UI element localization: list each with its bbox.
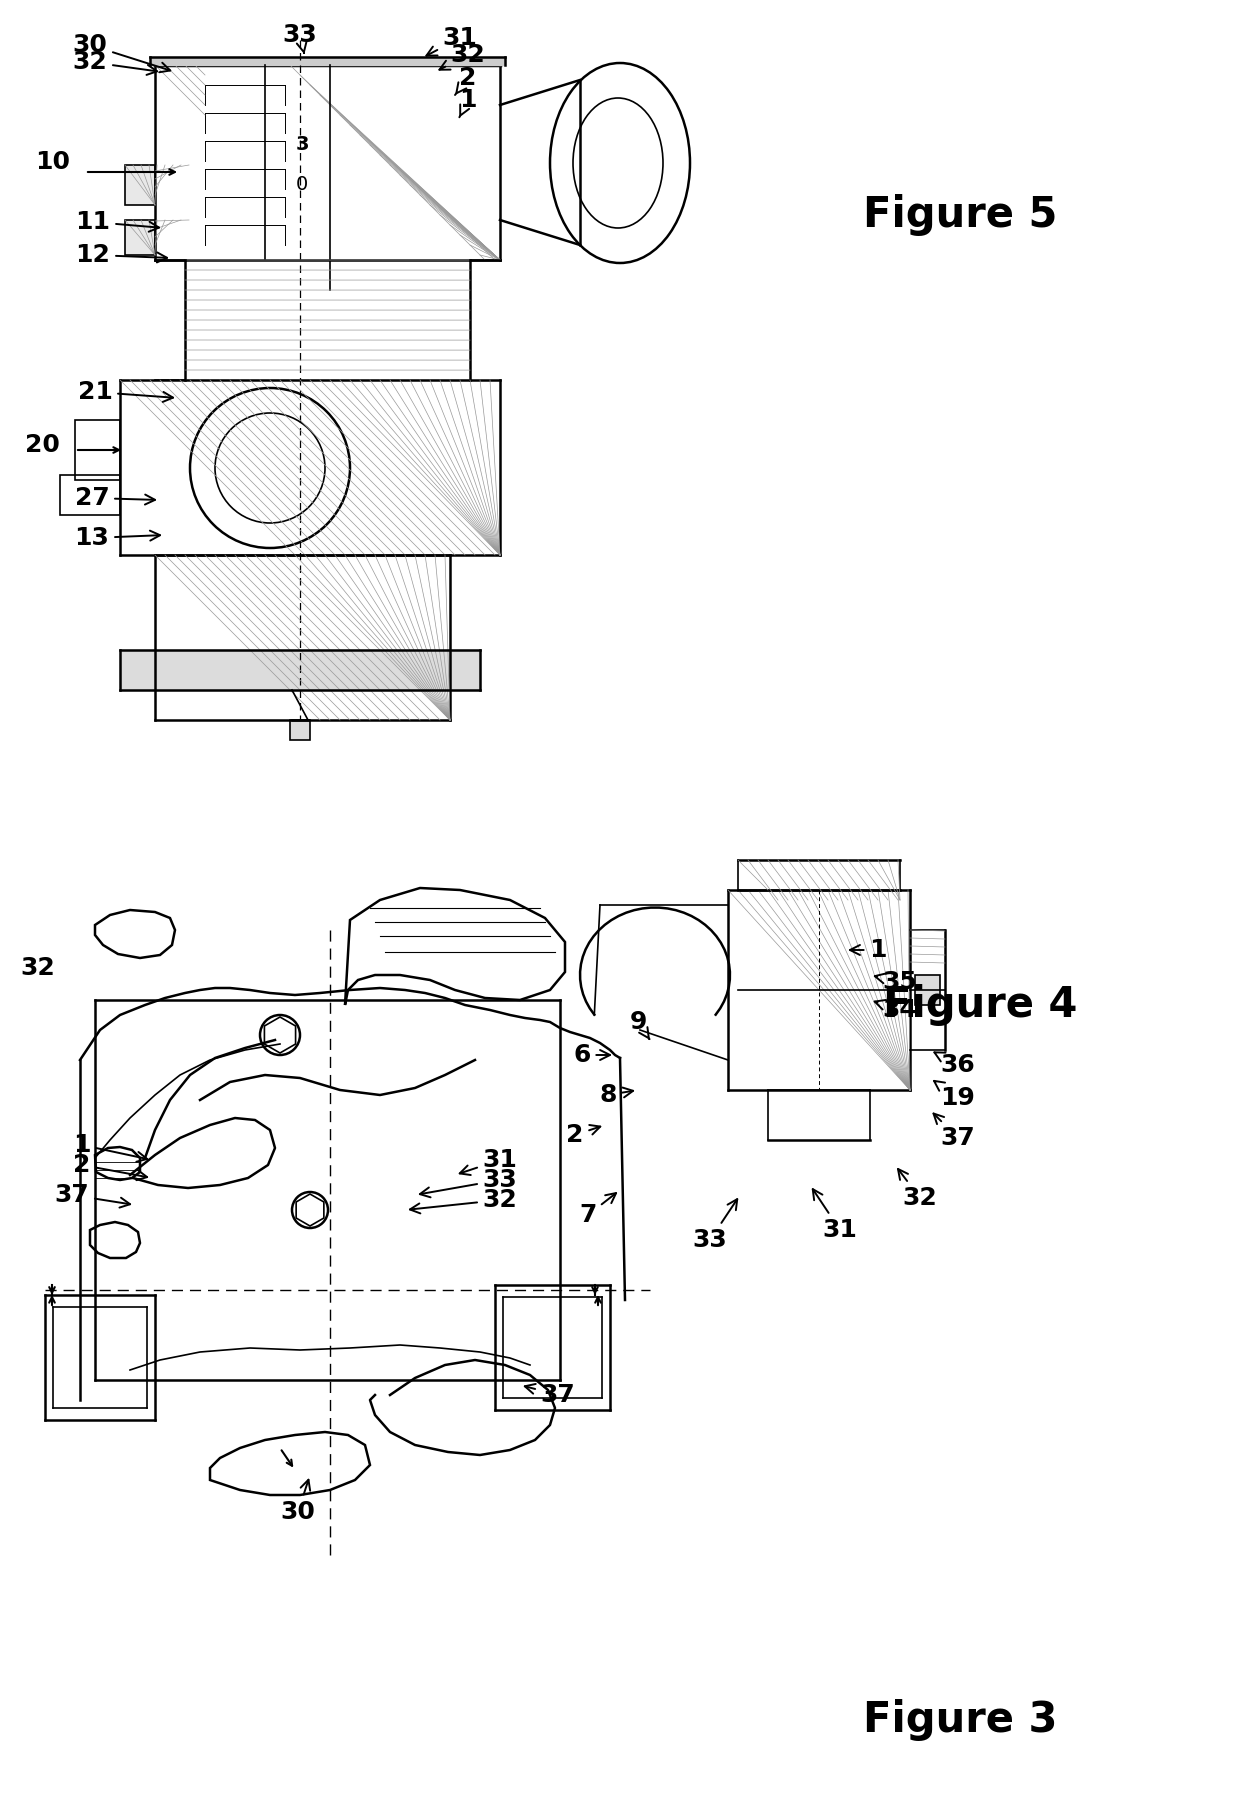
Text: 33: 33 [283, 23, 317, 52]
Text: 30: 30 [280, 1479, 315, 1524]
Text: 35: 35 [874, 970, 918, 993]
Text: 33: 33 [693, 1200, 738, 1252]
Text: 37: 37 [934, 1113, 976, 1149]
Text: 32: 32 [21, 956, 56, 981]
Text: 31: 31 [812, 1189, 857, 1243]
Text: 36: 36 [934, 1052, 976, 1078]
Text: 37: 37 [55, 1183, 130, 1208]
Text: 2: 2 [455, 66, 476, 95]
Text: 6: 6 [573, 1044, 610, 1067]
Text: Figure 3: Figure 3 [863, 1700, 1058, 1741]
Text: 32: 32 [73, 50, 157, 75]
Text: 30: 30 [73, 32, 170, 72]
Polygon shape [125, 221, 155, 255]
Text: 7: 7 [579, 1192, 616, 1226]
Text: 33: 33 [420, 1167, 517, 1198]
Text: 27: 27 [74, 486, 155, 509]
Text: 9: 9 [630, 1009, 650, 1040]
Text: 32: 32 [410, 1189, 517, 1214]
Text: 1: 1 [73, 1133, 148, 1162]
Text: 3: 3 [295, 136, 309, 154]
Polygon shape [125, 165, 155, 204]
Text: 37: 37 [525, 1382, 575, 1408]
Text: Figure 4: Figure 4 [883, 984, 1078, 1026]
Text: 12: 12 [76, 244, 167, 267]
Text: 1: 1 [459, 88, 476, 117]
Bar [290, 721, 310, 741]
Text: Figure 5: Figure 5 [863, 194, 1058, 237]
Text: 32: 32 [898, 1169, 937, 1210]
Text: 19: 19 [934, 1081, 976, 1110]
Text: 10: 10 [36, 151, 71, 174]
Text: 2: 2 [73, 1153, 148, 1180]
Text: 13: 13 [74, 525, 160, 550]
Text: 20: 20 [25, 432, 60, 457]
Text: 2: 2 [567, 1122, 600, 1148]
Bar [915, 975, 940, 1006]
Text: 0: 0 [296, 176, 308, 194]
Text: 1: 1 [849, 938, 887, 963]
Text: 31: 31 [427, 27, 477, 56]
Text: 21: 21 [78, 380, 174, 403]
Text: 31: 31 [460, 1148, 517, 1174]
Text: 32: 32 [439, 43, 485, 70]
Text: 11: 11 [76, 210, 159, 235]
Text: 34: 34 [874, 999, 918, 1022]
Text: 8: 8 [599, 1083, 634, 1106]
